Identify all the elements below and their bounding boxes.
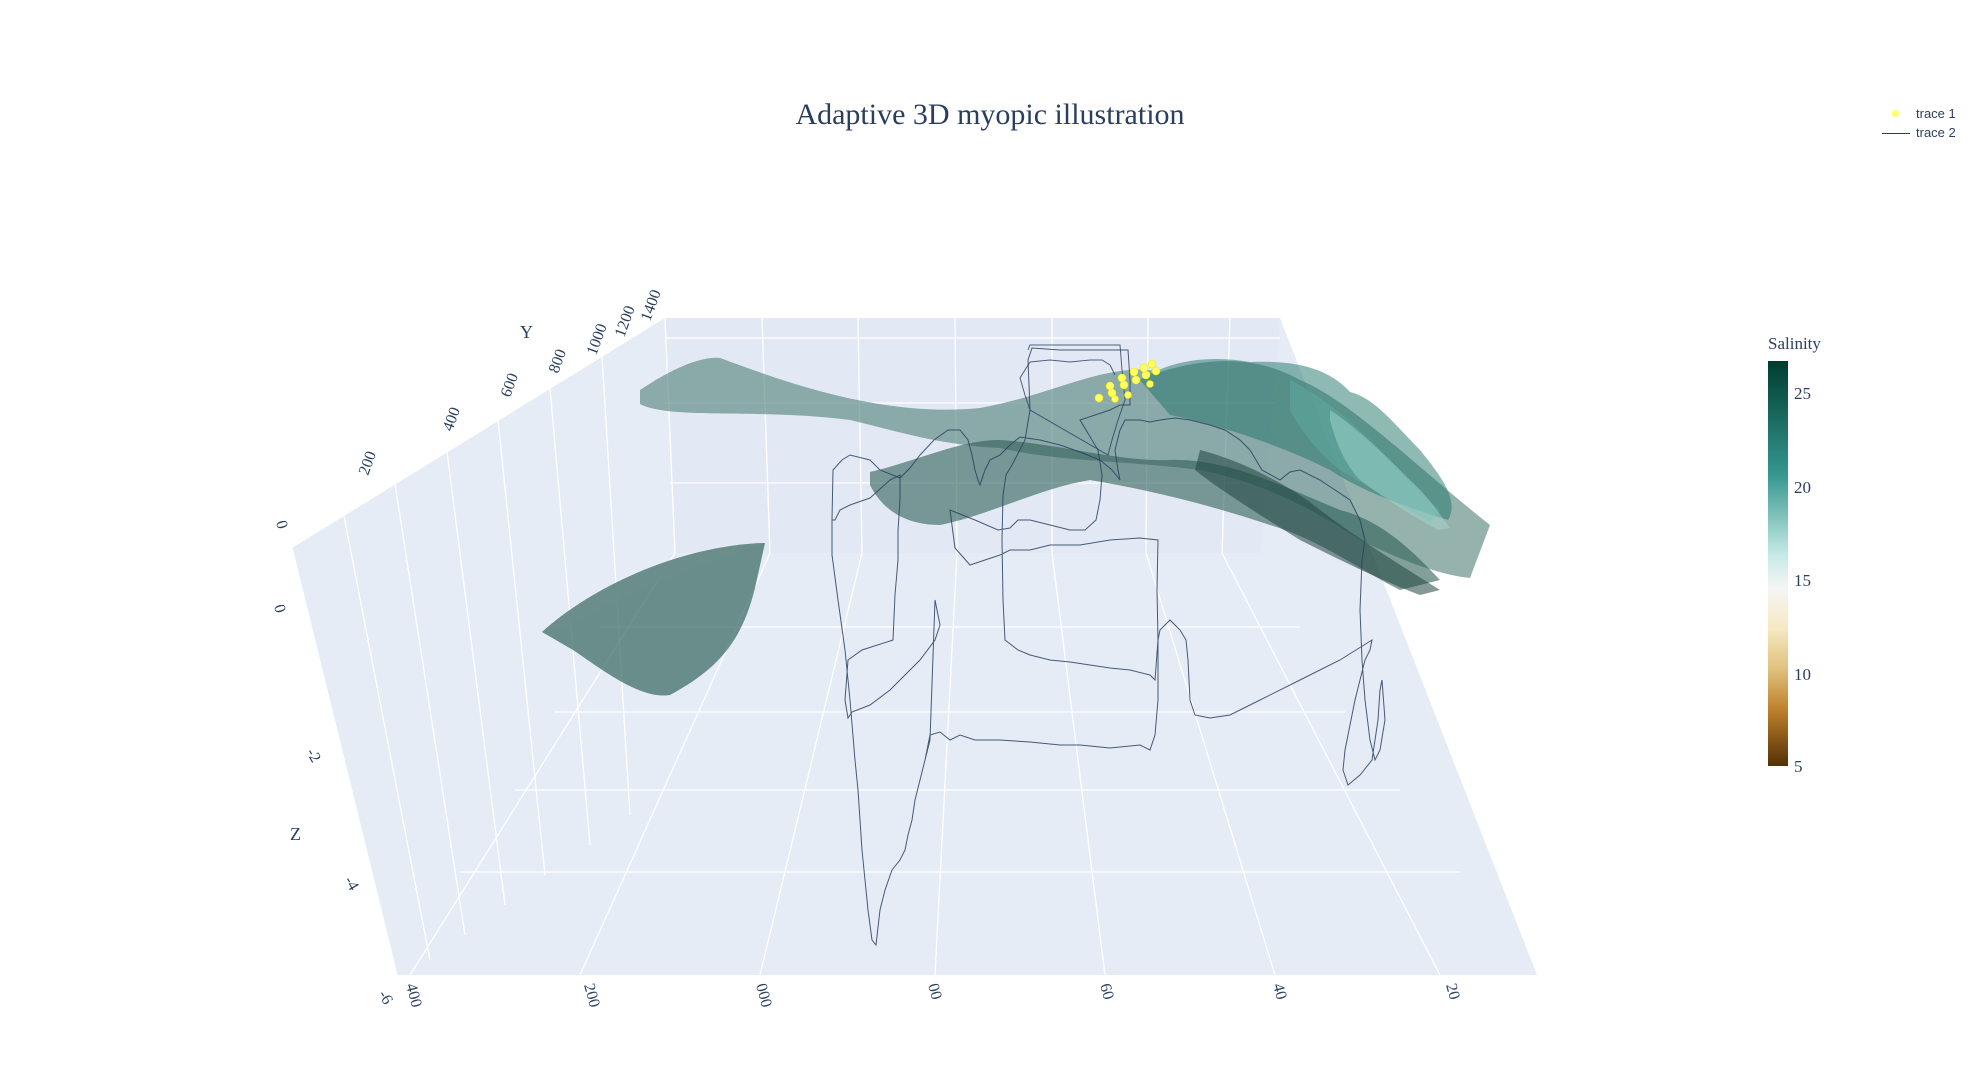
trace-2-line-upper [1019, 344, 1126, 456]
x-tick: 20 [1442, 982, 1463, 1002]
legend-label: trace 2 [1916, 125, 1956, 140]
y-tick: 800 [546, 347, 570, 375]
right-fan [1290, 380, 1440, 522]
upper-right-fold [1140, 359, 1452, 520]
colorbar-tick: 20 [1794, 478, 1811, 497]
y-tick: 1200 [612, 303, 639, 339]
x-tick: 00 [924, 982, 945, 1002]
x-tick: 400 [402, 982, 425, 1010]
y-tick: 1000 [584, 321, 611, 357]
y-axis-title: Y [520, 322, 533, 342]
y-tick: 1400 [638, 287, 665, 323]
right-fan-2 [1330, 410, 1450, 530]
isosurface-group [542, 357, 1490, 696]
colorbar-tick: 10 [1794, 665, 1811, 684]
colorbar-tick: 5 [1794, 757, 1803, 776]
x-tick: 000 [752, 982, 775, 1010]
colorbar-gradient [1768, 361, 1788, 766]
colorbar-title: Salinity [1768, 334, 1821, 353]
x-tick: 60 [1096, 982, 1117, 1002]
y-tick: 200 [356, 449, 380, 477]
trace-1-markers [1094, 359, 1161, 403]
bowl-rim [542, 543, 765, 632]
chart-title: Adaptive 3D myopic illustration [795, 98, 1185, 131]
y-tick: 0 [272, 519, 290, 531]
legend-label: trace 1 [1916, 106, 1956, 121]
z-tick: -4 [341, 874, 362, 894]
x-axis-ticks: 400 200 000 00 60 40 20 [402, 982, 1463, 1010]
colorbar-tick: 25 [1794, 384, 1811, 403]
trace-2-line [831, 347, 1386, 947]
z-tick: -2 [303, 746, 324, 766]
z-tick: -6 [375, 988, 396, 1008]
line-swatch-icon [1882, 127, 1910, 139]
dark-fold [1195, 450, 1440, 595]
middle-sheet [870, 440, 1440, 590]
y-tick: 400 [440, 405, 464, 433]
legend-item-trace-2[interactable]: trace 2 [1882, 123, 1956, 142]
bowl-surface [542, 543, 765, 696]
z-axis-title: Z [290, 824, 301, 844]
x-tick: 200 [580, 982, 603, 1010]
x-tick: 40 [1269, 982, 1290, 1002]
y-tick: 600 [498, 371, 522, 399]
z-tick: 0 [270, 603, 288, 615]
marker-swatch-icon [1882, 108, 1910, 120]
colorbar-tick: 15 [1794, 571, 1811, 590]
legend: trace 1 trace 2 [1882, 104, 1956, 142]
legend-item-trace-1[interactable]: trace 1 [1882, 104, 1956, 123]
